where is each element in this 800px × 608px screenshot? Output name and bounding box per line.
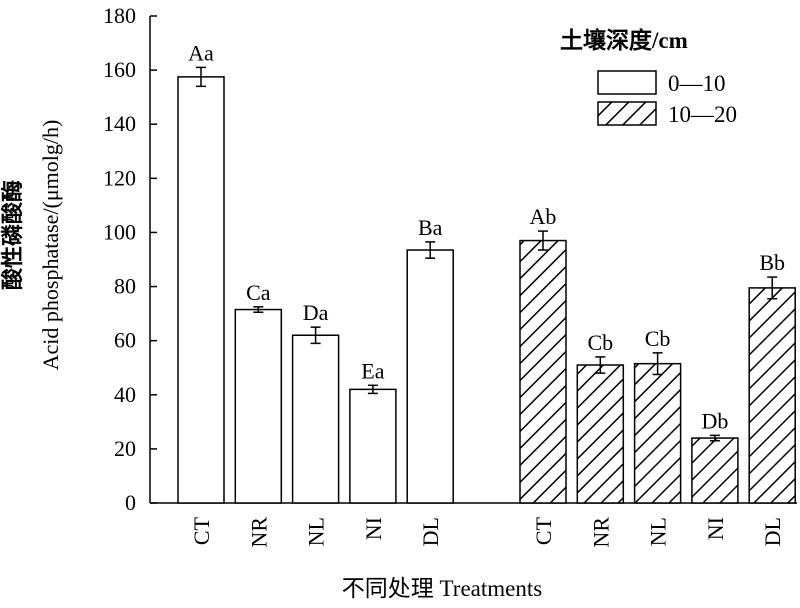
y-tick-label: 120 [103, 165, 136, 190]
x-tick-label: NI [361, 517, 386, 540]
bar-label: Cb [587, 330, 613, 355]
y-tick-label: 180 [103, 3, 136, 28]
y-tick-label: 140 [103, 111, 136, 136]
bar-ni-series-1 [349, 388, 397, 504]
y-tick-label: 0 [125, 490, 136, 515]
x-tick-label: NL [304, 517, 329, 546]
legend: 土壤深度/cm 0—10 10—20 [560, 27, 737, 127]
bar-nr-series-2 [576, 364, 625, 504]
x-tick-label: NR [588, 517, 613, 548]
bar-label: Cb [645, 326, 671, 351]
bar-ni-series-2 [691, 437, 739, 504]
y-tick-label: 100 [103, 219, 136, 244]
bar-label: Bb [759, 250, 785, 275]
bar-label: Ab [530, 204, 557, 229]
bar-label: Aa [188, 40, 214, 65]
bar-ct-series-2 [519, 239, 567, 504]
y-axis-label-cn: 酸性磷酸酶 [0, 180, 25, 290]
y-axis: 0 20 40 60 80 100 120 140 160 180 [103, 3, 157, 515]
x-tick-label: NI [703, 517, 728, 540]
legend-title: 土壤深度/cm [560, 27, 688, 53]
y-tick-label: 160 [103, 57, 136, 82]
bar-nl-series-2 [633, 362, 682, 504]
x-axis: CT NR NL NI DL CT NR NL NI DL [150, 502, 797, 548]
x-tick-label: NR [246, 517, 271, 548]
legend-swatch-0-10 [597, 70, 657, 95]
y-tick-label: 40 [114, 382, 136, 407]
legend-label-0-10: 0—10 [668, 71, 726, 96]
y-tick-label: 60 [114, 328, 136, 353]
legend-label-10-20: 10—20 [668, 102, 737, 127]
bar-nl-series-1 [291, 334, 340, 504]
x-tick-label: DL [418, 517, 443, 546]
x-axis-label: 不同处理 Treatments [342, 576, 542, 601]
y-tick-label: 20 [114, 436, 136, 461]
x-tick-label: NL [646, 517, 671, 546]
bar-label: Ca [246, 280, 271, 305]
bar-ct-series-1 [177, 76, 225, 504]
x-tick-label: CT [531, 516, 556, 545]
bar-dl-series-2 [748, 287, 796, 504]
bar-label: Ea [361, 358, 384, 383]
y-tick-label: 80 [114, 274, 136, 299]
bars-group: Aa Ca Da Ea Ba Ab Cb Cb Db Bb [177, 40, 796, 504]
bar-label: Da [303, 300, 329, 325]
legend-swatch-10-20 [597, 101, 657, 126]
x-tick-label: CT [189, 516, 214, 545]
bar-dl-series-1 [406, 249, 454, 504]
x-tick-label: DL [760, 517, 785, 546]
bar-nr-series-1 [234, 308, 283, 504]
bar-label: Db [701, 408, 728, 433]
y-axis-label-en: Acid phosphatase/(μmolg/h) [38, 120, 63, 371]
bar-label: Ba [418, 215, 443, 240]
